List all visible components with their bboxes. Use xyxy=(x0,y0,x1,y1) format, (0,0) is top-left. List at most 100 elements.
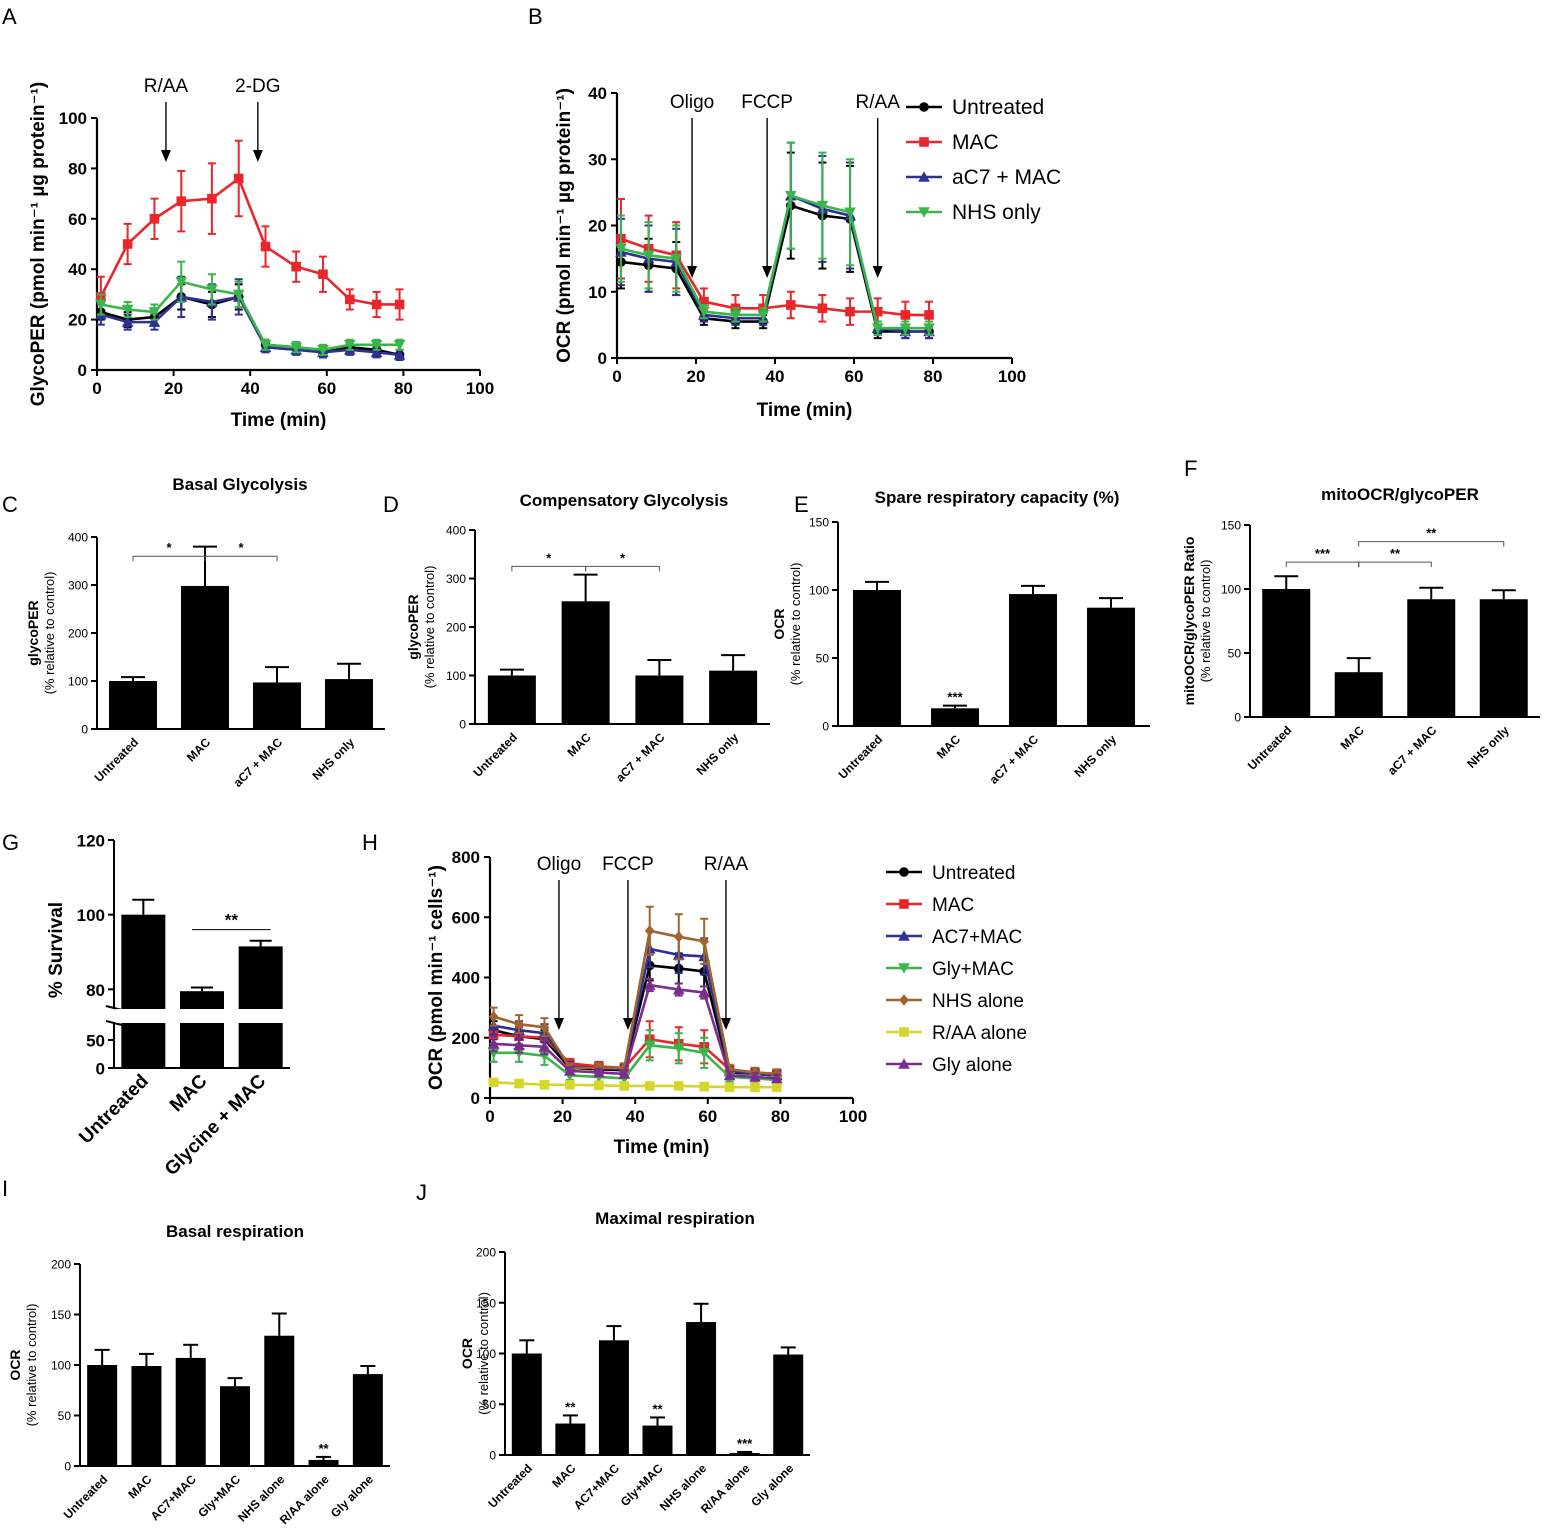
annotation-arrowhead xyxy=(762,266,773,278)
series-line xyxy=(493,947,777,1077)
data-point xyxy=(643,979,656,990)
bar xyxy=(180,991,224,1068)
y-axis-label: OCR (pmol min⁻¹ µg protein⁻¹) xyxy=(554,88,575,363)
data-point xyxy=(786,300,796,310)
data-point xyxy=(206,284,218,296)
y-tick-label: 20 xyxy=(588,217,607,236)
data-point xyxy=(95,299,107,311)
y-axis-label: (% relative to control) xyxy=(42,572,57,695)
bar xyxy=(487,675,536,724)
data-point xyxy=(672,983,685,995)
annotation-arrowhead xyxy=(720,1018,731,1030)
data-point xyxy=(148,316,161,327)
y-tick-label: 60 xyxy=(68,210,87,229)
series-nhs-only xyxy=(615,141,935,336)
y-tick-label: 0 xyxy=(598,349,607,368)
x-tick-label: 60 xyxy=(845,367,864,386)
data-point xyxy=(488,1077,499,1088)
x-axis-label: Time (min) xyxy=(614,1137,710,1158)
data-point xyxy=(729,310,742,321)
y-tick-label: 100 xyxy=(77,906,105,925)
y-tick-label: 400 xyxy=(452,969,480,988)
significance-bracket xyxy=(204,555,278,562)
category-label: MAC xyxy=(1338,723,1367,752)
panel-letter: A xyxy=(2,4,17,29)
y-tick-label: 40 xyxy=(588,84,607,103)
annotation-label: R/AA xyxy=(856,92,901,113)
legend-swatch-marker xyxy=(899,1027,909,1037)
x-tick-label: 40 xyxy=(766,367,785,386)
data-point xyxy=(290,342,302,354)
data-point xyxy=(291,261,301,272)
legend-entry: MAC xyxy=(932,895,974,916)
data-point xyxy=(698,306,710,318)
bar xyxy=(109,681,157,729)
series-r-aa-alone xyxy=(488,1077,782,1092)
data-point xyxy=(393,340,406,351)
data-point xyxy=(817,303,828,314)
y-tick-label: 150 xyxy=(51,1308,71,1322)
data-point xyxy=(923,323,935,334)
chart-b: B 0 20 40 60 80 100 0 10 20 30 40 Time (min) OCR (pmo… xyxy=(528,4,1061,421)
x-axis-label: Time (min) xyxy=(231,410,327,431)
legend-entry: MAC xyxy=(952,131,999,154)
x-tick-label: 60 xyxy=(317,379,336,398)
data-point xyxy=(757,310,769,321)
series-mac xyxy=(96,139,405,321)
panel-letter: F xyxy=(1184,456,1197,481)
data-point xyxy=(370,340,383,351)
chart-d: D Compensatory Glycolysis 0 100 200 300 400 gly… xyxy=(383,491,770,785)
data-point xyxy=(871,323,884,334)
data-point xyxy=(232,289,245,301)
legend-entry: NHS only xyxy=(952,201,1041,224)
category-label: MAC xyxy=(549,1461,578,1490)
panel-letter: J xyxy=(416,1180,427,1205)
significance-star: * xyxy=(166,540,172,555)
category-label: Gly alone xyxy=(328,1472,376,1520)
data-point xyxy=(122,239,133,249)
data-point xyxy=(785,190,797,202)
chart-title: Basal respiration xyxy=(166,1222,304,1241)
y-tick-label: 200 xyxy=(476,1246,496,1260)
category-label: aC7 + MAC xyxy=(987,732,1042,787)
y-tick-label: 100 xyxy=(1221,583,1241,597)
bar xyxy=(175,1357,206,1466)
y-tick-label: 200 xyxy=(446,621,466,635)
x-tick-label: 100 xyxy=(839,1107,867,1126)
series-line xyxy=(620,194,930,330)
y-axis-label: OCR xyxy=(459,1338,475,1369)
y-tick-label: 0 xyxy=(489,1449,496,1463)
data-point xyxy=(593,1066,605,1078)
y-tick-label: 30 xyxy=(588,150,607,169)
y-tick-label: 400 xyxy=(446,524,466,538)
bar xyxy=(635,675,684,724)
chart-title: Basal Glycolysis xyxy=(172,475,307,494)
data-point xyxy=(487,1037,500,1049)
data-point xyxy=(699,935,709,948)
data-point xyxy=(121,304,134,316)
y-axis-label: (% relative to control) xyxy=(422,566,437,689)
data-point xyxy=(594,1080,604,1091)
x-tick-label: 80 xyxy=(771,1107,790,1126)
legend-swatch-marker xyxy=(919,137,929,147)
category-label: Untreated xyxy=(75,1071,153,1149)
data-point xyxy=(318,269,328,280)
data-point xyxy=(538,1040,551,1052)
y-tick-label: 40 xyxy=(68,260,87,279)
category-label: MAC xyxy=(166,1070,212,1116)
series-line xyxy=(493,929,777,1076)
significance-bracket xyxy=(1285,561,1360,568)
category-label: Gly alone xyxy=(748,1461,796,1509)
bar xyxy=(561,601,610,724)
data-point xyxy=(207,193,217,204)
data-point xyxy=(259,340,272,351)
y-tick-label: 50 xyxy=(483,1398,497,1412)
data-point xyxy=(699,1081,709,1092)
significance-bracket xyxy=(511,565,587,572)
significance-star: * xyxy=(620,550,626,565)
y-axis-label: OCR xyxy=(771,608,787,639)
data-point xyxy=(924,310,934,320)
chart-e: E Spare respiratory capacity (%) 0 50 100 150… xyxy=(771,488,1150,787)
category-label: MAC xyxy=(565,730,594,759)
x-tick-label: 20 xyxy=(164,379,183,398)
